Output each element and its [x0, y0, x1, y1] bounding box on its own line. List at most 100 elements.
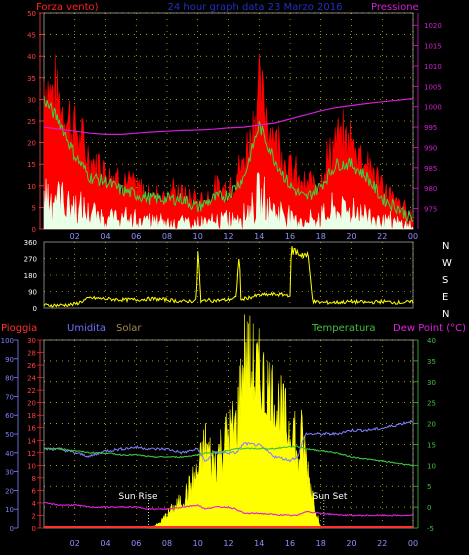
pressure-tick-label: 1010: [424, 63, 442, 71]
rain-tick-label: 2: [32, 512, 36, 520]
pressure-tick-label: 985: [424, 165, 437, 173]
rain-tick-label: 6: [32, 487, 37, 495]
x-tick-label: 10: [193, 539, 203, 548]
humidity-tick-label: 0: [10, 525, 14, 533]
pressure-tick-label: 990: [424, 144, 437, 152]
rain-label: Pioggia: [1, 323, 37, 334]
sun-rise-label: Sun Rise: [119, 492, 158, 502]
compass-label: W: [442, 258, 452, 269]
direction-line: [43, 246, 414, 308]
x-tick-label: 00: [408, 539, 418, 548]
wind-tick-label: 0: [32, 226, 36, 234]
x-tick-label: 14: [254, 539, 264, 548]
x-tick-label: 06: [131, 232, 141, 241]
humidity-temp-solar-chart: 02 04 06 08 10 12 14 16 18 20 22 000102030405060708…: [1, 314, 436, 548]
rain-tick-label: 0: [32, 525, 36, 533]
x-tick-label: 04: [100, 539, 110, 548]
pressure-tick-label: 1000: [424, 104, 442, 112]
pressure-tick-label: 980: [424, 185, 437, 193]
rain-tick-label: 24: [27, 375, 36, 383]
x-tick-label: 08: [162, 539, 172, 548]
pressure-tick-label: 995: [424, 124, 437, 132]
dewpoint-label: Dew Point (°C): [393, 323, 466, 334]
x-tick-label: 06: [131, 539, 141, 548]
x-tick-label: 18: [316, 539, 326, 548]
pressure-tick-label: 975: [424, 206, 437, 214]
direction-tick-label: 0: [33, 305, 37, 313]
x-tick-label: 10: [193, 232, 203, 241]
rain-tick-label: 26: [27, 362, 36, 370]
x-tick-label: 04: [100, 232, 110, 241]
x-tick-label: 12: [223, 539, 233, 548]
direction-tick-label: 360: [24, 239, 37, 247]
wind-label: Forza vento): [36, 2, 99, 13]
temperature-tick-label: 10: [427, 462, 436, 470]
rain-tick-label: 12: [27, 450, 36, 458]
dewpoint-line: [43, 501, 414, 517]
rain-tick-label: 8: [32, 475, 36, 483]
wind-pressure-chart: 0510152025303540455097598098599099510001…: [27, 10, 442, 241]
wind-tick-label: 15: [27, 161, 36, 169]
compass-label: S: [442, 275, 448, 286]
wind-tick-label: 25: [27, 118, 36, 126]
humidity-tick-label: 50: [5, 431, 14, 439]
rain-tick-label: 14: [27, 437, 36, 445]
x-tick-label: 02: [70, 539, 80, 548]
temperature-tick-label: 0: [427, 504, 431, 512]
x-tick-label: 00: [408, 232, 418, 241]
x-tick-label: 22: [377, 232, 387, 241]
temperature-tick-label: 35: [427, 358, 436, 366]
x-tick-label: 16: [285, 232, 295, 241]
humidity-tick-label: 10: [5, 506, 14, 514]
rain-tick-label: 30: [27, 337, 36, 345]
temperature-tick-label: 40: [427, 337, 436, 345]
wind-tick-label: 50: [27, 10, 36, 18]
wind-tick-label: 10: [27, 183, 36, 191]
solar-area: [148, 314, 322, 529]
x-tick-label: 22: [377, 539, 387, 548]
wind-tick-label: 20: [27, 140, 36, 148]
temperature-tick-label: 15: [427, 441, 436, 449]
temperature-tick-label: -5: [427, 525, 434, 533]
humidity-tick-label: 90: [5, 356, 14, 364]
direction-tick-label: 270: [24, 256, 37, 264]
wind-direction-chart: 0 90 180 270 360: [24, 239, 414, 313]
temperature-tick-label: 20: [427, 421, 436, 429]
x-tick-label: 02: [70, 232, 80, 241]
temperature-label: Temperatura: [311, 323, 376, 334]
x-tick-label: 08: [162, 232, 172, 241]
x-tick-label: 12: [223, 232, 233, 241]
humidity-tick-label: 20: [5, 487, 14, 495]
humidity-tick-label: 60: [5, 412, 14, 420]
wind-tick-label: 40: [27, 53, 36, 61]
solar-label: Solar: [116, 323, 142, 334]
humidity-tick-label: 70: [5, 393, 14, 401]
compass-label: N: [442, 309, 449, 320]
wind-tick-label: 35: [27, 75, 36, 83]
pressure-label: Pressione: [371, 2, 419, 13]
wind-tick-label: 30: [27, 96, 36, 104]
wind-avg-line: [43, 95, 414, 224]
x-tick-label: 20: [346, 232, 356, 241]
rain-tick-label: 18: [27, 412, 36, 420]
x-tick-label: 20: [346, 539, 356, 548]
pressure-tick-label: 1020: [424, 22, 442, 30]
wind-tick-label: 5: [32, 204, 36, 212]
compass-label: N: [442, 241, 449, 252]
sun-set-label: Sun Set: [313, 492, 348, 502]
pressure-line: [43, 98, 414, 135]
rain-tick-label: 28: [27, 350, 36, 358]
rain-tick-label: 16: [27, 425, 36, 433]
compass-label: E: [442, 292, 448, 303]
rain-tick-label: 22: [27, 387, 36, 395]
humidity-line: [43, 419, 414, 463]
pressure-tick-label: 1005: [424, 83, 442, 91]
wind-tick-label: 45: [27, 32, 36, 40]
chart-title: 24 hour graph data 23 Marzo 2016: [168, 2, 343, 13]
humidity-tick-label: 100: [1, 337, 14, 345]
x-tick-label: 18: [316, 232, 326, 241]
direction-tick-label: 90: [28, 289, 37, 297]
wind-base-area: [43, 171, 414, 230]
